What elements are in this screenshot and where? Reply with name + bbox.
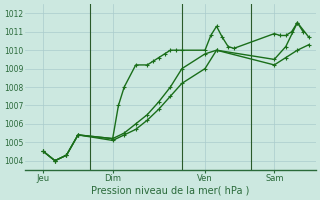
X-axis label: Pression niveau de la mer( hPa ): Pression niveau de la mer( hPa ): [91, 186, 250, 196]
